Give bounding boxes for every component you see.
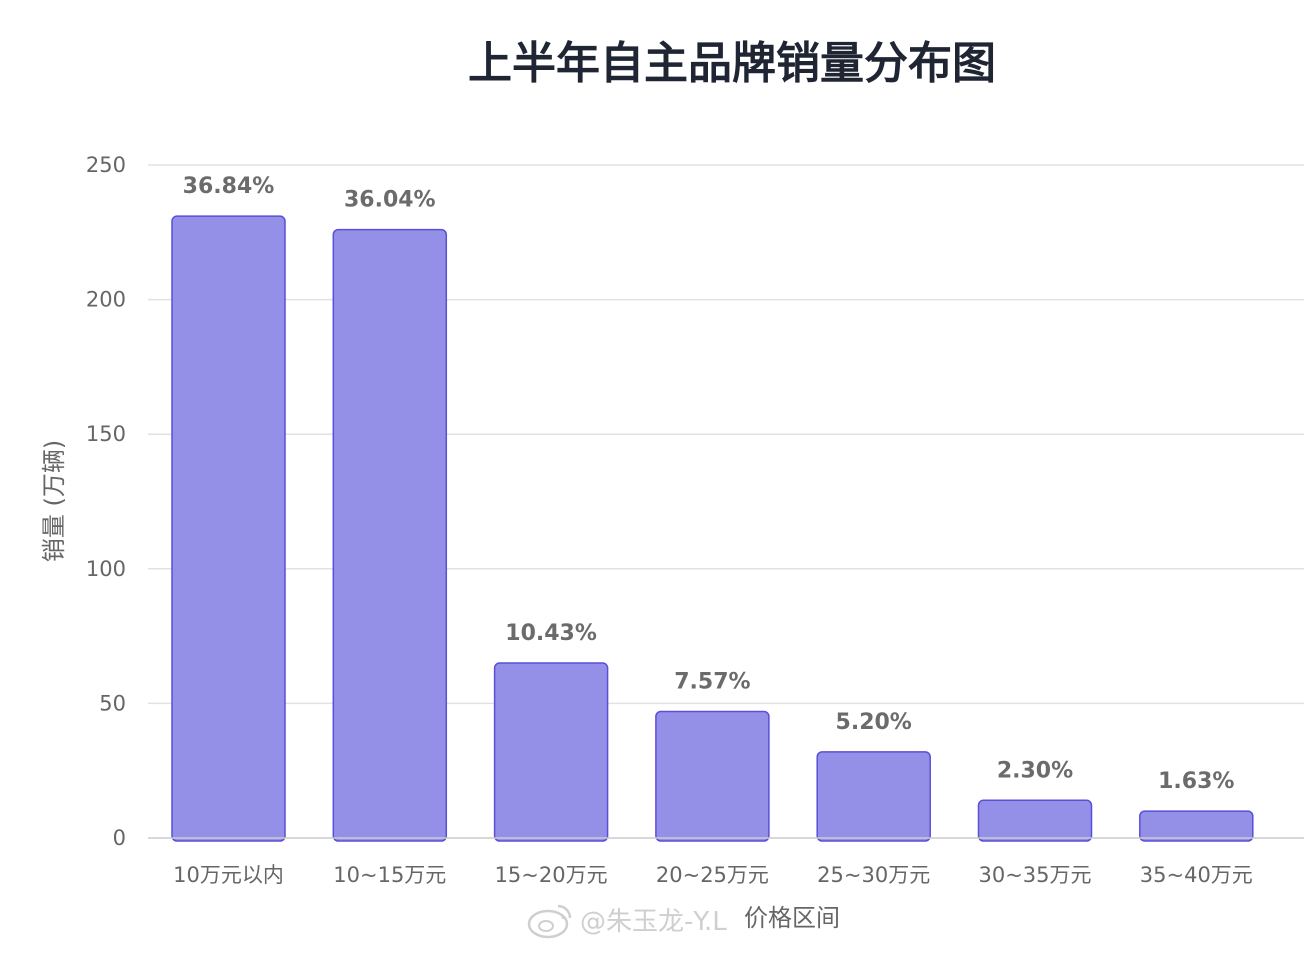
y-axis-label: 销量 (万辆) (40, 440, 68, 562)
x-tick-label: 20~25万元 (656, 863, 769, 887)
y-tick-label: 200 (86, 288, 126, 312)
bar-data-label: 10.43% (505, 621, 597, 646)
y-tick-label: 250 (86, 153, 126, 177)
bar-data-label: 7.57% (674, 669, 750, 694)
bar (171, 215, 286, 842)
grid (148, 164, 1304, 705)
y-tick-label: 0 (113, 826, 126, 850)
weibo-logo-icon (527, 904, 572, 939)
data-labels: 36.84% 36.04% 10.43% 7.57% 5.20% 2.30% 1.63% (183, 174, 1235, 794)
y-axis-ticks: 0 50 100 150 200 250 (86, 153, 126, 850)
bar (977, 799, 1093, 842)
x-tick-label: 25~30万元 (817, 863, 930, 887)
x-tick-label: 10万元以内 (173, 863, 284, 887)
y-tick-label: 100 (86, 557, 126, 581)
bar (332, 228, 448, 842)
watermark-text: @朱玉龙-Y.L (580, 907, 727, 937)
bar (816, 751, 931, 842)
y-tick-label: 150 (86, 422, 126, 446)
x-axis-ticks: 10万元以内 10~15万元 15~20万元 20~25万元 25~30万元 30~35万… (173, 863, 1253, 887)
bar-data-label: 5.20% (836, 710, 912, 735)
bars (171, 215, 1254, 842)
x-tick-label: 35~40万元 (1140, 863, 1253, 887)
bar (1139, 810, 1254, 842)
bar-data-label: 1.63% (1158, 769, 1234, 794)
bar-data-label: 36.84% (183, 174, 275, 199)
bar-data-label: 2.30% (997, 758, 1073, 783)
x-tick-label: 30~35万元 (978, 863, 1091, 887)
watermark: @朱玉龙-Y.L (527, 904, 727, 939)
y-tick-label: 50 (99, 691, 126, 715)
bar-data-label: 36.04% (344, 188, 436, 213)
x-tick-label: 15~20万元 (495, 863, 608, 887)
bar (655, 710, 770, 842)
x-tick-label: 10~15万元 (333, 863, 446, 887)
x-axis-label: 价格区间 (744, 904, 840, 932)
chart-title: 上半年自主品牌销量分布图 (468, 38, 996, 89)
bar (493, 662, 609, 842)
